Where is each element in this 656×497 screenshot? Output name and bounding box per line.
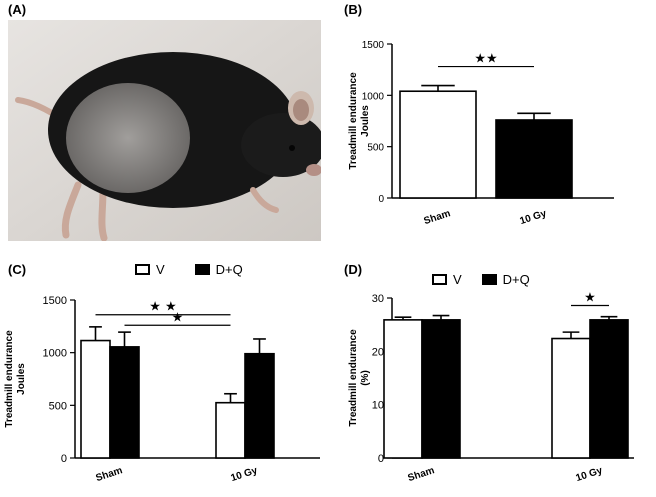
y-tick-label: 1500	[43, 295, 67, 307]
legend-panel-d: V D+Q	[432, 272, 530, 287]
x-tick-label: 10 Gy	[230, 465, 260, 484]
bar	[383, 319, 423, 459]
panel-label-d: (D)	[344, 262, 363, 277]
y-tick-label: 30	[372, 293, 384, 305]
y-tick-label: 1000	[362, 91, 385, 102]
bar	[421, 319, 461, 459]
y-tick-label: 20	[372, 346, 384, 358]
bar	[109, 346, 140, 459]
legend-label-dq: D+Q	[502, 272, 530, 287]
bar	[244, 352, 275, 459]
y-axis-label: Joules	[360, 105, 371, 137]
y-tick-label: 1000	[43, 348, 67, 360]
significance-label: ★ ★	[149, 300, 176, 315]
legend-swatch-dq	[194, 264, 210, 275]
y-tick-label: 0	[61, 453, 67, 465]
chart-panel-b: 0 500 1000 1500 Treadmill endurance Joules Sha…	[348, 40, 614, 227]
x-tick-label: Sham	[407, 465, 436, 484]
bar	[589, 319, 629, 459]
legend-swatch-v	[135, 264, 150, 275]
panel-label-b: (B)	[344, 2, 363, 17]
bar	[215, 401, 246, 459]
legend-label-dq: D+Q	[215, 262, 243, 277]
mouse-illustration	[8, 20, 321, 241]
legend-label-v: V	[453, 272, 462, 287]
x-tick-label: Sham	[95, 465, 124, 484]
legend-swatch-dq	[481, 274, 497, 285]
bar	[80, 339, 111, 459]
y-axis-label: Treadmill endurance	[348, 72, 359, 170]
y-tick-label: 0	[378, 194, 384, 205]
significance-label: ★★	[474, 52, 497, 67]
y-axis-label: Treadmill endurance	[4, 330, 15, 428]
y-axis-label: Treadmill endurance	[348, 329, 359, 427]
y-axis-label: (%)	[360, 370, 371, 386]
panel-label-c: (C)	[8, 262, 27, 277]
x-tick-label: 10 Gy	[575, 465, 605, 484]
mouse-photo	[8, 20, 321, 241]
chart-panel-d: 0 10 20 30 Treadmill endurance (%) Sham 10 Gy ★	[348, 290, 634, 484]
significance-label: ★	[584, 290, 596, 305]
legend-label-v: V	[156, 262, 165, 277]
y-tick-label: 10	[372, 400, 384, 412]
bar	[399, 90, 477, 199]
legend-panel-c: V D+Q	[135, 262, 243, 277]
y-tick-label: 500	[49, 400, 67, 412]
bar	[551, 337, 591, 459]
panel-label-a: (A)	[8, 2, 27, 17]
y-tick-label: 500	[367, 143, 384, 154]
legend-swatch-v	[432, 274, 447, 285]
y-tick-label: 0	[378, 453, 384, 465]
significance-label: ★	[172, 310, 184, 325]
y-axis-label: Joules	[16, 363, 27, 395]
y-tick-label: 1500	[362, 40, 385, 51]
bar	[495, 119, 573, 199]
x-tick-label: 10 Gy	[519, 208, 549, 227]
x-tick-label: Sham	[423, 208, 452, 227]
chart-panel-c: 0 500 1000 1500 Treadmill endurance Joules Sha…	[4, 295, 320, 484]
